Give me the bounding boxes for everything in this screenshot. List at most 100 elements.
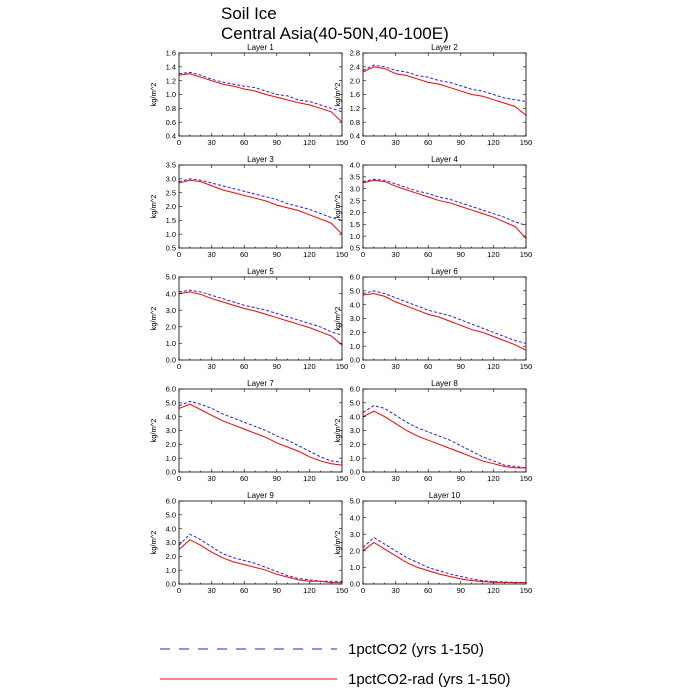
panel-7-xtick-label: 90 [273, 474, 281, 483]
panel-6-xtick-label: 120 [487, 362, 500, 371]
panel-8-xtick-label: 150 [520, 474, 533, 483]
panel-5-title: Layer 5 [247, 267, 274, 276]
panel-6-ytick-label: 0.0 [350, 356, 360, 365]
panel-3-xtick-label: 30 [207, 250, 215, 259]
panel-8-xtick-label: 0 [361, 474, 365, 483]
panel-2-series-1pctco2 [363, 64, 526, 102]
panel-2-xtick-label: 30 [391, 138, 399, 147]
panel-1-ytick-label: 1.6 [166, 49, 176, 58]
panel-4-xtick-label: 150 [520, 250, 533, 259]
panel-3-ytick-label: 3.5 [166, 161, 176, 170]
panel-1: Layer 1 kg/m^2 0 30 60 90 120 150 0.4 0.6 0.8 1.0 1.… [149, 43, 348, 147]
panel-9-series-1pctco2-rad [179, 539, 342, 584]
panel-3-xtick-label: 150 [336, 250, 349, 259]
panel-2-ylabel: kg/m^2 [333, 83, 342, 107]
panel-10-xtick-label: 90 [457, 586, 465, 595]
panel-1-xtick-label: 30 [207, 138, 215, 147]
panel-9-ytick-label: 1.0 [166, 566, 176, 575]
panel-5-ytick-label: 4.0 [166, 289, 176, 298]
panel-7-xtick-label: 0 [177, 474, 181, 483]
panel-4-xtick-label: 120 [487, 250, 500, 259]
panel-6-xtick-label: 30 [391, 362, 399, 371]
panel-9: Layer 9 kg/m^2 0 30 60 90 120 150 0.0 1.0 2.0 3.0 4.… [149, 491, 348, 595]
panel-3-ytick-label: 1.5 [166, 216, 176, 225]
panel-1-ylabel: kg/m^2 [149, 83, 158, 107]
panel-6-ytick-label: 4.0 [350, 300, 360, 309]
panel-9-ytick-label: 3.0 [166, 538, 176, 547]
panel-3-xtick-label: 0 [177, 250, 181, 259]
panel-5-ytick-label: 3.0 [166, 306, 176, 315]
legend: 1pctCO2 (yrs 1-150) 1pctCO2-rad (yrs 1-1… [160, 641, 511, 688]
panel-2-series-1pctco2-rad [363, 66, 526, 116]
panel-6-ytick-label: 5.0 [350, 287, 360, 296]
panel-10-ytick-label: 5.0 [350, 497, 360, 506]
panel-7-ytick-label: 6.0 [166, 385, 176, 394]
panel-5-ytick-label: 5.0 [166, 273, 176, 282]
panel-10-ytick-label: 4.0 [350, 513, 360, 522]
panel-4-ytick-label: 2.0 [350, 208, 360, 217]
panel-2-xtick-label: 150 [520, 138, 533, 147]
panel-7-xtick-label: 60 [240, 474, 248, 483]
panel-10-ytick-label: 3.0 [350, 530, 360, 539]
panel-6: Layer 6kg/m^20 30 60 90 120 1500.01.02.03.04.… [333, 267, 532, 371]
panel-3-ytick-label: 3.0 [166, 175, 176, 184]
panel-7: Layer 7 kg/m^2 0 30 60 90 120 150 0.0 1.0 2.0 3.0 4.… [149, 379, 348, 483]
panel-4-series-1pctco2-rad [363, 179, 526, 239]
panel-1-xtick-label: 60 [240, 138, 248, 147]
panel-9-xtick-label: 30 [207, 586, 215, 595]
panel-9-ytick-label: 0.0 [166, 580, 176, 589]
panel-6-frame [362, 276, 527, 361]
panel-9-xtick-label: 0 [177, 586, 181, 595]
panel-4-ytick-label: 3.0 [350, 184, 360, 193]
panel-3-ylabel: kg/m^2 [149, 195, 158, 219]
panel-8-title: Layer 8 [431, 379, 458, 388]
panel-7-title: Layer 7 [247, 379, 274, 388]
panel-5-series-1pctco2-rad [179, 291, 342, 346]
panel-10-xtick-label: 150 [520, 586, 533, 595]
panel-8-ytick-label: 6.0 [350, 385, 360, 394]
panel-2-ytick-label: 1.2 [350, 104, 360, 113]
panel-7-ytick-label: 1.0 [166, 454, 176, 463]
panel-4-ytick-label: 4.0 [350, 161, 360, 170]
panel-8-xtick-label: 90 [457, 474, 465, 483]
panel-1-ytick-label: 1.0 [166, 90, 176, 99]
panel-1-xtick-label: 90 [273, 138, 281, 147]
panel-9-xtick-label: 90 [273, 586, 281, 595]
panel-9-ytick-label: 6.0 [166, 497, 176, 506]
panel-3-series-1pctco2-rad [179, 179, 342, 235]
panel-2-lines [363, 64, 526, 116]
panel-3-lines [179, 178, 342, 235]
panel-2-xtick-label: 120 [487, 138, 500, 147]
panel-7-lines [179, 400, 342, 466]
panel-5-ytick-label: 0.0 [166, 356, 176, 365]
panel-8-ytick-label: 3.0 [350, 426, 360, 435]
panel-2-xtick-label: 90 [457, 138, 465, 147]
panel-5-xtick-label: 90 [273, 362, 281, 371]
panel-6-ytick-label: 1.0 [350, 342, 360, 351]
panel-8-series-1pctco2 [363, 405, 526, 469]
panel-6-ytick-label: 2.0 [350, 328, 360, 337]
legend-label-1pctco2-rad: 1pctCO2-rad (yrs 1-150) [348, 671, 511, 688]
panel-5-xtick-label: 150 [336, 362, 349, 371]
panel-3-ytick-label: 2.5 [166, 188, 176, 197]
panel-5-series-1pctco2 [179, 289, 342, 336]
panel-2-ytick-label: 0.8 [350, 118, 360, 127]
panel-9-ytick-label: 5.0 [166, 511, 176, 520]
panel-5-ylabel: kg/m^2 [149, 307, 158, 331]
panel-5-lines [179, 289, 342, 346]
panel-1-ytick-label: 0.6 [166, 118, 176, 127]
panel-9-xtick-label: 60 [240, 586, 248, 595]
panel-8-xtick-label: 30 [391, 474, 399, 483]
panel-4: Layer 4kg/m^20 30 60 90 120 1500.51.01.52.02.… [333, 155, 532, 259]
panel-5-ytick-label: 1.0 [166, 339, 176, 348]
panel-5-xtick-label: 0 [177, 362, 181, 371]
panel-8-ytick-label: 1.0 [350, 454, 360, 463]
panel-4-title: Layer 4 [431, 155, 458, 164]
panel-3-xtick-label: 120 [303, 250, 316, 259]
panel-1-ytick-label: 1.4 [166, 63, 176, 72]
panel-8-xtick-label: 120 [487, 474, 500, 483]
panel-9-ytick-label: 2.0 [166, 552, 176, 561]
panel-10-ytick-label: 0.0 [350, 580, 360, 589]
panel-8-lines [363, 405, 526, 469]
panel-10-lines [363, 536, 526, 584]
